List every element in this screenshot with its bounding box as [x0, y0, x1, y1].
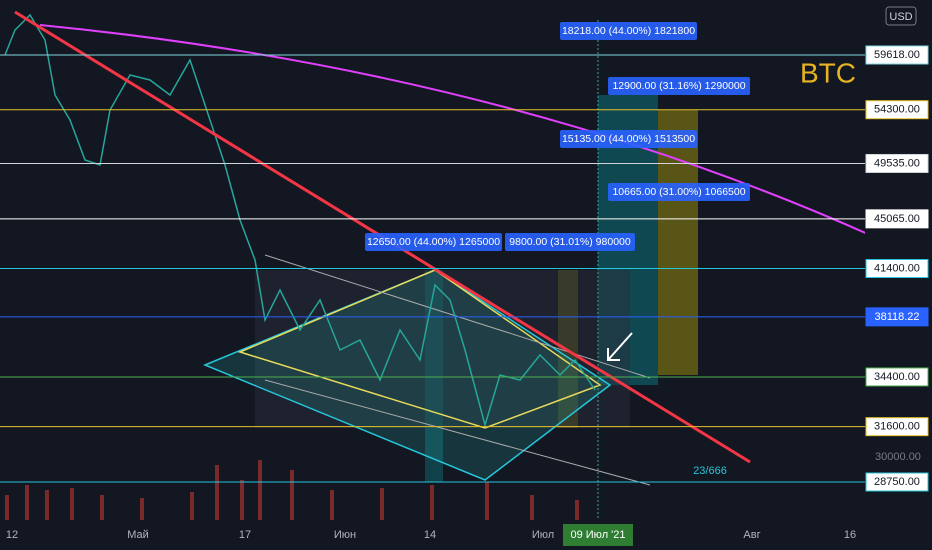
x-axis-label: 12	[6, 529, 18, 541]
price-tag-label: 49535.00	[874, 157, 920, 169]
counter-label: 23/666	[693, 465, 727, 477]
x-axis-label: 17	[239, 529, 251, 541]
target-zone	[658, 110, 698, 375]
price-tag	[865, 45, 929, 65]
annotation-label: 9800.00 (31.01%) 980000	[509, 236, 631, 248]
price-tag-label: 54300.00	[874, 104, 920, 116]
x-axis-label: 16	[844, 529, 856, 541]
x-axis-label: Май	[127, 529, 149, 541]
arrow	[607, 348, 620, 361]
annotation-label: 10665.00 (31.00%) 1066500	[612, 186, 745, 198]
price-tag	[865, 367, 929, 387]
x-axis-label: Июн	[334, 529, 356, 541]
currency-badge	[885, 6, 917, 26]
symbol-label: BTC	[800, 57, 856, 88]
channel-line	[264, 379, 651, 486]
price-tag-label: 28750.00	[874, 476, 920, 488]
price-tag-label: 38118.22	[874, 311, 919, 323]
moving-average	[39, 24, 871, 236]
price-tag	[865, 417, 929, 437]
annotation-label: 12900.00 (31.16%) 1290000	[612, 80, 745, 92]
x-axis-label: Июл	[532, 529, 554, 541]
currency-label: USD	[889, 11, 912, 23]
price-path	[4, 13, 596, 428]
price-tag	[865, 209, 929, 229]
volume	[5, 460, 579, 520]
annotation-box	[608, 183, 750, 201]
annotation-box	[505, 233, 635, 251]
annotation-box	[560, 130, 697, 148]
diamond-pattern	[237, 269, 602, 429]
price-tag-label: 59618.00	[874, 49, 920, 61]
x-axis-label: Авг	[743, 529, 760, 541]
annotation-box	[608, 77, 750, 95]
price-tag	[865, 259, 929, 279]
price-tag-label: 41400.00	[874, 262, 920, 274]
current-date-tag	[563, 524, 633, 546]
arrow	[607, 332, 633, 361]
price-tag	[865, 100, 929, 120]
annotation-box	[365, 233, 502, 251]
annotation-box	[560, 22, 697, 40]
price-tag	[865, 153, 929, 173]
price-tag	[865, 472, 929, 492]
annotation-label: 18218.00 (44.00%) 1821800	[562, 25, 695, 37]
price-tag-label: 34400.00	[874, 371, 920, 383]
price-tag-label: 31600.00	[874, 421, 920, 433]
price-tag	[865, 307, 929, 327]
annotation-label: 15135.00 (44.00%) 1513500	[562, 133, 695, 145]
price-tag-label: 45065.00	[874, 213, 920, 225]
current-date: 09 Июл '21	[570, 529, 625, 541]
x-axis-label: 14	[424, 529, 436, 541]
annotation-label: 12650.00 (44.00%) 1265000	[367, 236, 500, 248]
price-tick: 30000.00	[875, 451, 921, 463]
